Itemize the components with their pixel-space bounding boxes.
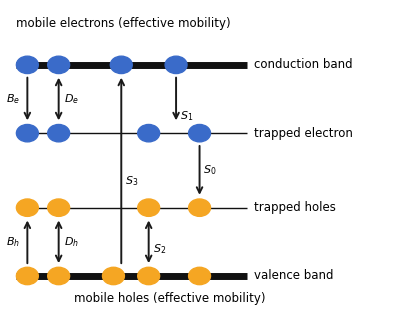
Circle shape: [16, 199, 38, 216]
Circle shape: [103, 267, 125, 285]
Text: mobile electrons (effective mobility): mobile electrons (effective mobility): [16, 17, 230, 30]
Circle shape: [48, 199, 70, 216]
Circle shape: [189, 199, 211, 216]
Text: $S_0$: $S_0$: [203, 163, 217, 177]
Circle shape: [48, 125, 70, 142]
Circle shape: [110, 56, 132, 74]
Text: $B_e$: $B_e$: [6, 92, 20, 106]
Circle shape: [16, 56, 38, 74]
Text: $B_h$: $B_h$: [6, 235, 20, 249]
Text: $D_e$: $D_e$: [64, 92, 79, 106]
Text: $S_2$: $S_2$: [152, 242, 166, 256]
Text: $S_1$: $S_1$: [180, 109, 193, 123]
Circle shape: [189, 267, 211, 285]
Circle shape: [48, 56, 70, 74]
Circle shape: [165, 56, 187, 74]
Circle shape: [138, 199, 160, 216]
Text: valence band: valence band: [254, 270, 334, 283]
Circle shape: [138, 125, 160, 142]
Circle shape: [16, 125, 38, 142]
Circle shape: [138, 267, 160, 285]
Circle shape: [189, 125, 211, 142]
Text: conduction band: conduction band: [254, 58, 353, 71]
Circle shape: [16, 267, 38, 285]
Text: trapped electron: trapped electron: [254, 127, 353, 140]
Text: $D_h$: $D_h$: [64, 235, 79, 249]
Text: mobile holes (effective mobility): mobile holes (effective mobility): [74, 293, 266, 306]
Circle shape: [48, 267, 70, 285]
Text: $S_3$: $S_3$: [125, 174, 139, 188]
Text: trapped holes: trapped holes: [254, 201, 336, 214]
